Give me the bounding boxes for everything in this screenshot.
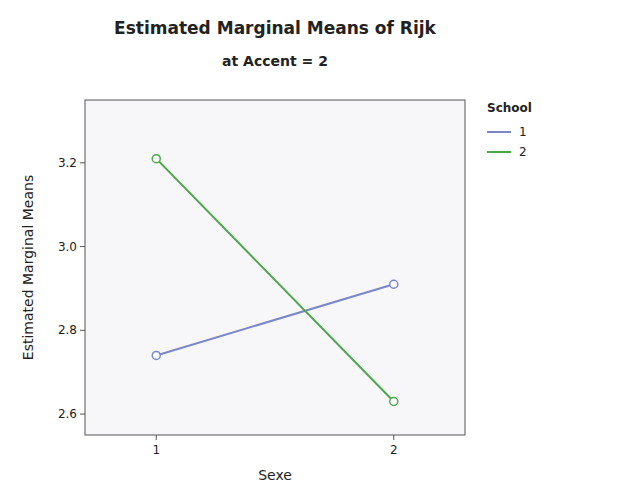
y-tick-label: 3.0 xyxy=(58,240,77,254)
line xyxy=(156,159,394,402)
page: {"chart_data": {"type": "line", "title":… xyxy=(0,0,627,501)
y-tick xyxy=(80,330,85,331)
series xyxy=(152,155,398,406)
x-tick xyxy=(393,435,394,440)
legend-title: School xyxy=(487,101,532,115)
y-tick-label: 3.2 xyxy=(58,156,77,170)
point xyxy=(390,398,398,406)
x-tick xyxy=(156,435,157,440)
point xyxy=(152,351,160,359)
x-tick-label: 2 xyxy=(390,443,398,457)
subtitle: at Accent = 2 xyxy=(222,53,328,69)
y-tick xyxy=(80,162,85,163)
x-tick-label: 1 xyxy=(152,443,160,457)
line xyxy=(156,284,394,355)
axes: 2.6 2.8 3.0 3.2 1 2 xyxy=(58,156,398,457)
legend-swatch xyxy=(487,151,511,153)
y-tick-label: 2.8 xyxy=(58,323,77,337)
legend-label: 2 xyxy=(519,145,527,159)
x-axis-label: Sexe xyxy=(258,467,292,483)
y-axis-label: Estimated Marginal Means xyxy=(20,175,36,360)
y-tick xyxy=(80,414,85,415)
plot-area xyxy=(85,100,465,435)
plot-frame xyxy=(85,100,465,435)
legend-swatch xyxy=(487,131,511,133)
y-tick xyxy=(80,246,85,247)
data xyxy=(152,155,398,406)
point xyxy=(390,280,398,288)
series xyxy=(152,280,398,359)
legend-label: 1 xyxy=(519,125,527,139)
chart: Estimated Marginal Means of Rijk at Accen… xyxy=(0,0,627,501)
title: Estimated Marginal Means of Rijk xyxy=(114,18,436,38)
y-tick-label: 2.6 xyxy=(58,407,77,421)
legend: School 1 2 xyxy=(487,101,532,159)
point xyxy=(152,155,160,163)
